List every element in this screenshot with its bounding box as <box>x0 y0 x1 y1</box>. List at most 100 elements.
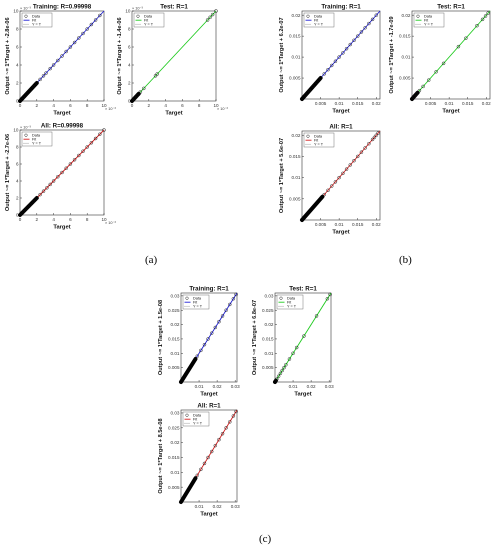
data-cluster <box>18 81 39 103</box>
data-point <box>318 76 323 80</box>
x-exponent: × 10⁻³ <box>217 107 228 111</box>
legend-data-marker <box>185 296 189 300</box>
data-point <box>213 443 218 448</box>
legend-box <box>182 411 210 427</box>
data-point <box>77 36 81 40</box>
y-axis-label: Output ~= 1*Target + -2.8e-06 <box>5 17 11 94</box>
chart-title: Training: R=0.99998 <box>33 4 92 11</box>
data-point <box>276 374 281 378</box>
y-tick-label: 0.02 <box>292 133 301 138</box>
data-point <box>56 175 60 179</box>
y-tick-label: 4 <box>128 63 131 68</box>
data-point <box>374 133 379 137</box>
y-axis-label: Output ~= 1*Target + 8.5e-08 <box>158 418 164 493</box>
data-point <box>307 88 312 93</box>
data-point <box>359 30 364 34</box>
data-cluster <box>179 357 198 384</box>
legend-fit-label: Fit <box>424 19 429 23</box>
data-point <box>60 54 64 58</box>
y-axis-label: Output ~= 1*Target + 6.2e-07 <box>279 17 285 92</box>
legend-data-label: Data <box>193 297 202 301</box>
y-tick-label: 0.01 <box>171 351 180 356</box>
y-tick-label: 6 <box>128 45 131 50</box>
x-tick-label: 2 <box>36 103 39 108</box>
data-point <box>370 137 375 142</box>
data-point <box>370 17 375 22</box>
legend-fit-label: Fit <box>314 139 319 143</box>
x-tick-label: 0 <box>19 217 22 222</box>
data-point <box>31 84 36 89</box>
chart-c-training: 0.01 0.02 0.03 0.005 0.01 0.015 0.02 0.025 0.03 T… <box>158 286 240 398</box>
data-point <box>195 473 199 478</box>
data-point <box>130 99 134 103</box>
y-axis-label: Output ~= 1*Target + -2.7e-06 <box>5 134 11 211</box>
x-tick-label: 0.02 <box>372 101 381 106</box>
y-tick-label: 4 <box>16 63 19 68</box>
data-point <box>24 206 29 210</box>
legend-box <box>276 294 304 310</box>
chart-c-test: 0.01 0.02 0.03 0.005 0.01 0.015 0.02 0.025 0.03 T… <box>252 286 334 398</box>
legend-box <box>21 131 53 147</box>
data-point <box>202 342 207 347</box>
legend-box <box>133 12 165 28</box>
data-point <box>210 12 215 17</box>
data-point <box>85 27 89 31</box>
data-point <box>64 49 68 54</box>
y-tick-label: 8 <box>128 27 131 32</box>
y-tick-label: 0.015 <box>289 154 301 159</box>
data-point <box>217 437 221 442</box>
data-point <box>326 188 330 193</box>
data-point <box>417 88 422 93</box>
y-tick-label: 0.015 <box>168 337 180 342</box>
chart-title: Training: R=1 <box>189 286 229 293</box>
x-tick-label: 0.005 <box>425 101 437 106</box>
legend-data-label: Data <box>32 15 41 19</box>
data-point <box>18 213 22 217</box>
data-point <box>275 377 279 381</box>
legend-ident-label: Y = T <box>32 142 42 146</box>
x-axis-label: Target <box>200 512 217 518</box>
data-point <box>24 92 29 96</box>
data-point <box>348 163 353 167</box>
data-point <box>367 21 371 26</box>
data-point <box>224 308 228 312</box>
y-axis-label: Output ~= 1*Target + 6.8e-07 <box>252 300 258 375</box>
legend-fit-label: Fit <box>32 138 37 142</box>
data-point <box>337 55 341 59</box>
legend-ident-label: Y = T <box>314 143 324 147</box>
data-point <box>294 345 299 350</box>
chart-b-all: 0.005 0.01 0.015 0.02 0.005 0.01 0.015 0.02 All:… <box>279 124 381 236</box>
data-point <box>205 18 210 22</box>
legend-ident-label: Y = T <box>424 23 434 27</box>
data-point <box>35 196 39 200</box>
y-axis-label: Output ~= 1*Target + 1.5e-08 <box>158 300 164 375</box>
data-point <box>284 363 288 367</box>
y-tick-label: 0.015 <box>168 455 180 460</box>
data-point <box>341 171 345 176</box>
legend-fit-label: Fit <box>193 301 198 305</box>
data-point <box>315 80 319 84</box>
data-point <box>102 128 106 132</box>
data-point <box>355 34 360 38</box>
data-point <box>228 420 232 424</box>
x-tick-label: 0 <box>131 103 134 108</box>
x-tick-label: 0.02 <box>372 222 381 227</box>
data-point <box>337 175 341 180</box>
data-point <box>363 26 367 30</box>
x-tick-label: 0.02 <box>482 101 491 106</box>
y-tick-label: 0 <box>16 213 19 218</box>
data-cluster <box>300 76 323 101</box>
legend-box <box>413 12 445 28</box>
data-point <box>142 86 146 91</box>
y-tick-label: 10 <box>13 9 19 14</box>
data-point <box>352 38 356 43</box>
chart-b-training: 0.005 0.01 0.015 0.02 0.005 0.01 0.015 0.02 Trai… <box>279 4 381 115</box>
y-tick-label: 0.02 <box>292 13 301 18</box>
y-exponent: × 10⁻³ <box>20 7 31 11</box>
panel-label-c: (c) <box>259 533 272 545</box>
chart-title: Test: R=1 <box>289 286 317 293</box>
y-tick-label: 0.03 <box>171 293 180 298</box>
x-tick-label: 0.01 <box>335 222 344 227</box>
